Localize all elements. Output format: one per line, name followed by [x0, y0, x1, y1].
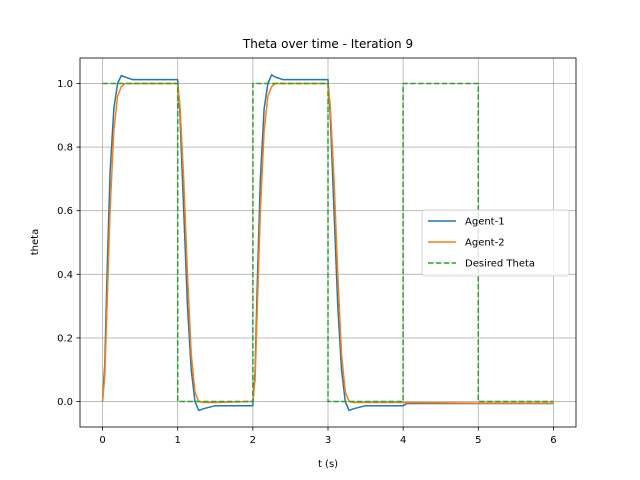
x-axis-label: t (s) — [318, 459, 338, 470]
x-tick-label: 1 — [175, 435, 181, 446]
y-tick-label: 0.4 — [57, 270, 73, 281]
y-tick-label: 1.0 — [57, 79, 73, 90]
y-tick-label: 0.0 — [57, 397, 73, 408]
x-tick-label: 3 — [325, 435, 331, 446]
series-layer — [101, 74, 554, 412]
legend-label: Desired Theta — [465, 259, 535, 270]
x-tick-label: 5 — [475, 435, 481, 446]
y-tick-label: 0.2 — [57, 333, 73, 344]
y-tick-label: 0.6 — [57, 206, 73, 217]
legend-box — [421, 209, 570, 277]
y-tick-label: 0.8 — [57, 143, 73, 154]
series-line-2 — [101, 82, 554, 404]
y-axis-ticks: 0.0 0.2 0.4 0.6 0.8 1.0 — [57, 79, 80, 408]
chart-title: Theta over time - Iteration 9 — [242, 37, 413, 51]
x-tick-label: 6 — [550, 435, 556, 446]
x-axis-ticks: 0 1 2 3 4 5 6 — [99, 427, 557, 446]
legend-label: Agent-1 — [465, 217, 505, 228]
x-tick-label: 2 — [250, 435, 256, 446]
y-axis-label: theta — [30, 229, 41, 255]
legend: Agent-1 Agent-2 Desired Theta — [421, 209, 570, 277]
x-tick-label: 4 — [400, 435, 406, 446]
x-tick-label: 0 — [99, 435, 105, 446]
legend-label: Agent-2 — [465, 238, 505, 249]
series-line-3 — [102, 82, 554, 403]
